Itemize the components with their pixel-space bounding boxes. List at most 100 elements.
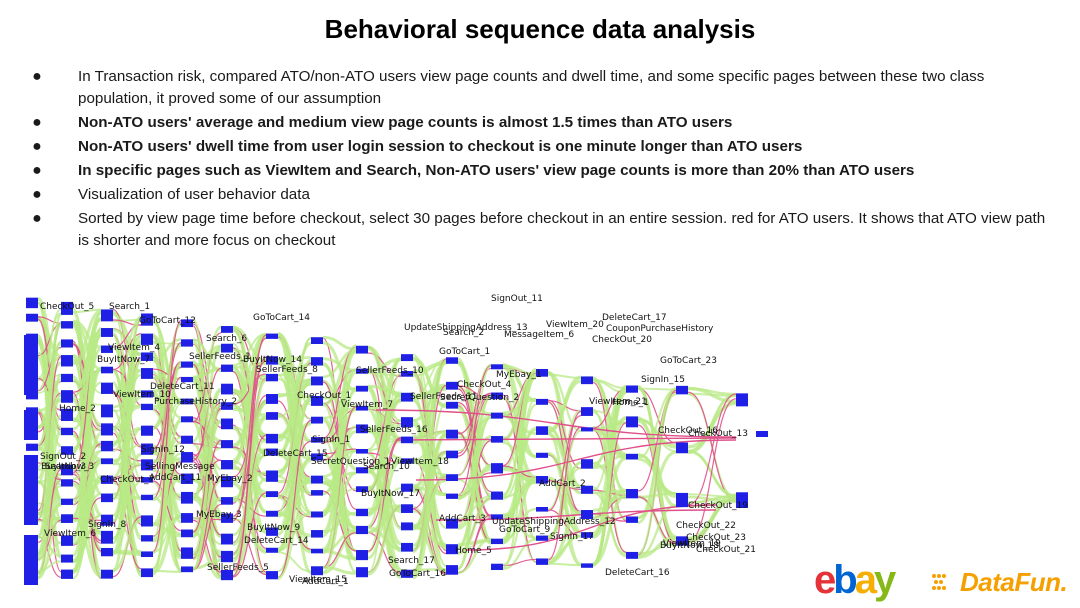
sankey-node — [181, 529, 193, 538]
sankey-node — [101, 382, 113, 394]
sankey-label: ViewItem_21 — [589, 397, 647, 407]
sankey-node — [446, 429, 458, 439]
sankey-node — [676, 492, 688, 508]
sankey-node — [141, 568, 153, 578]
sankey-label: ViewItem_20 — [546, 320, 604, 330]
sankey-node — [491, 392, 503, 400]
sankey-node — [221, 533, 233, 545]
sankey-node — [61, 339, 73, 348]
sankey-node — [311, 437, 323, 443]
non-ato-link — [151, 361, 183, 576]
sankey-node — [446, 450, 458, 459]
sankey-node — [401, 542, 413, 552]
bullet-text: Sorted by view page time before checkout… — [78, 210, 1046, 249]
ato-link — [232, 334, 267, 577]
non-ato-link — [112, 480, 142, 554]
sankey-node — [101, 440, 113, 452]
sankey-node — [626, 489, 638, 499]
sankey-label: UpdateShippingAddress_13 — [404, 323, 528, 333]
non-ato-link — [322, 371, 357, 555]
non-ato-link — [112, 327, 142, 357]
sankey-node — [581, 427, 593, 432]
ato-link — [547, 410, 582, 561]
sankey-label: DeleteCart_17 — [602, 313, 667, 323]
sankey-node — [61, 498, 73, 505]
sankey-node — [266, 433, 278, 444]
sankey-label: Search_10 — [363, 462, 410, 472]
sankey-node — [491, 491, 503, 500]
sankey-node — [626, 516, 638, 523]
sankey-node — [141, 551, 153, 558]
ato-link — [375, 409, 737, 438]
non-ato-link — [457, 496, 492, 555]
sankey-node — [536, 506, 548, 512]
sankey-node — [626, 385, 638, 393]
sankey-node — [446, 401, 458, 409]
datafun-logo-text: DataFun. — [960, 566, 1068, 597]
sankey-node — [61, 390, 73, 403]
sankey-node — [736, 393, 748, 407]
sankey-node — [61, 408, 73, 421]
sankey-node — [356, 525, 368, 535]
non-ato-link — [687, 401, 737, 449]
sankey-node — [536, 452, 548, 458]
sankey-label: SellerFeeds_16 — [360, 425, 428, 435]
ato-link — [152, 319, 182, 553]
non-ato-link — [277, 480, 312, 579]
sankey-node — [181, 473, 193, 484]
non-ato-link — [502, 367, 537, 496]
sankey-node — [356, 467, 368, 474]
sankey-node — [141, 425, 153, 436]
ato-link — [465, 504, 717, 551]
non-ato-link — [152, 513, 182, 574]
sankey-node — [266, 333, 278, 339]
non-ato-link — [192, 344, 222, 368]
sankey-node — [181, 547, 193, 559]
ato-link — [687, 393, 737, 506]
ato-link — [412, 508, 447, 576]
sankey-label: GoToCart_23 — [660, 356, 717, 366]
non-ato-link — [277, 356, 312, 361]
non-ato-link — [457, 363, 492, 477]
non-ato-link — [547, 534, 582, 564]
sankey-node — [101, 569, 113, 579]
ato-link — [152, 342, 182, 479]
sankey-label: ViewItem_15 — [289, 575, 347, 585]
sankey-node — [311, 475, 323, 484]
sankey-node — [101, 458, 113, 465]
non-ato-link — [637, 387, 677, 391]
sankey-label: GoToCart_9 — [499, 525, 550, 535]
non-ato-link — [37, 502, 62, 560]
non-ato-link — [232, 333, 267, 466]
non-ato-link — [322, 368, 357, 442]
sankey-node — [221, 497, 233, 505]
sankey-node — [221, 476, 233, 488]
non-ato-link — [112, 335, 142, 446]
ebay-logo-letter-a: a — [854, 558, 877, 602]
sankey-node — [581, 510, 593, 520]
sankey-node — [446, 381, 458, 390]
bullet-item: ● Non-ATO users' average and medium view … — [30, 112, 1060, 134]
sankey-node — [266, 373, 278, 382]
non-ato-link — [367, 459, 402, 560]
non-ato-link — [457, 365, 492, 571]
sankey-label: Search_6 — [206, 334, 247, 344]
sankey-label: BuyItNow_9 — [247, 523, 300, 533]
non-ato-link — [112, 518, 142, 572]
sankey-node — [491, 412, 503, 419]
sankey-node — [676, 442, 688, 454]
sankey-node — [266, 510, 278, 517]
sankey-label: Home_1 — [612, 398, 649, 408]
sankey-label: CheckOut_7 — [100, 475, 154, 485]
sankey-node — [141, 313, 153, 326]
non-ato-link — [192, 497, 222, 558]
sankey-node — [101, 366, 113, 374]
sankey-label: Search_17 — [388, 556, 435, 566]
sankey-label: SellerFeeds_8 — [256, 365, 318, 375]
sankey-node — [141, 443, 153, 455]
sankey-visualization: SignOut_2 Search_3 Home_2 BuyItNow_3 CheckOu… — [16, 290, 786, 595]
sankey-node — [61, 479, 73, 487]
sankey-links — [36, 297, 737, 580]
sankey-node — [401, 483, 413, 492]
bullet-item: ● Visualization of user behavior data — [30, 184, 1060, 206]
